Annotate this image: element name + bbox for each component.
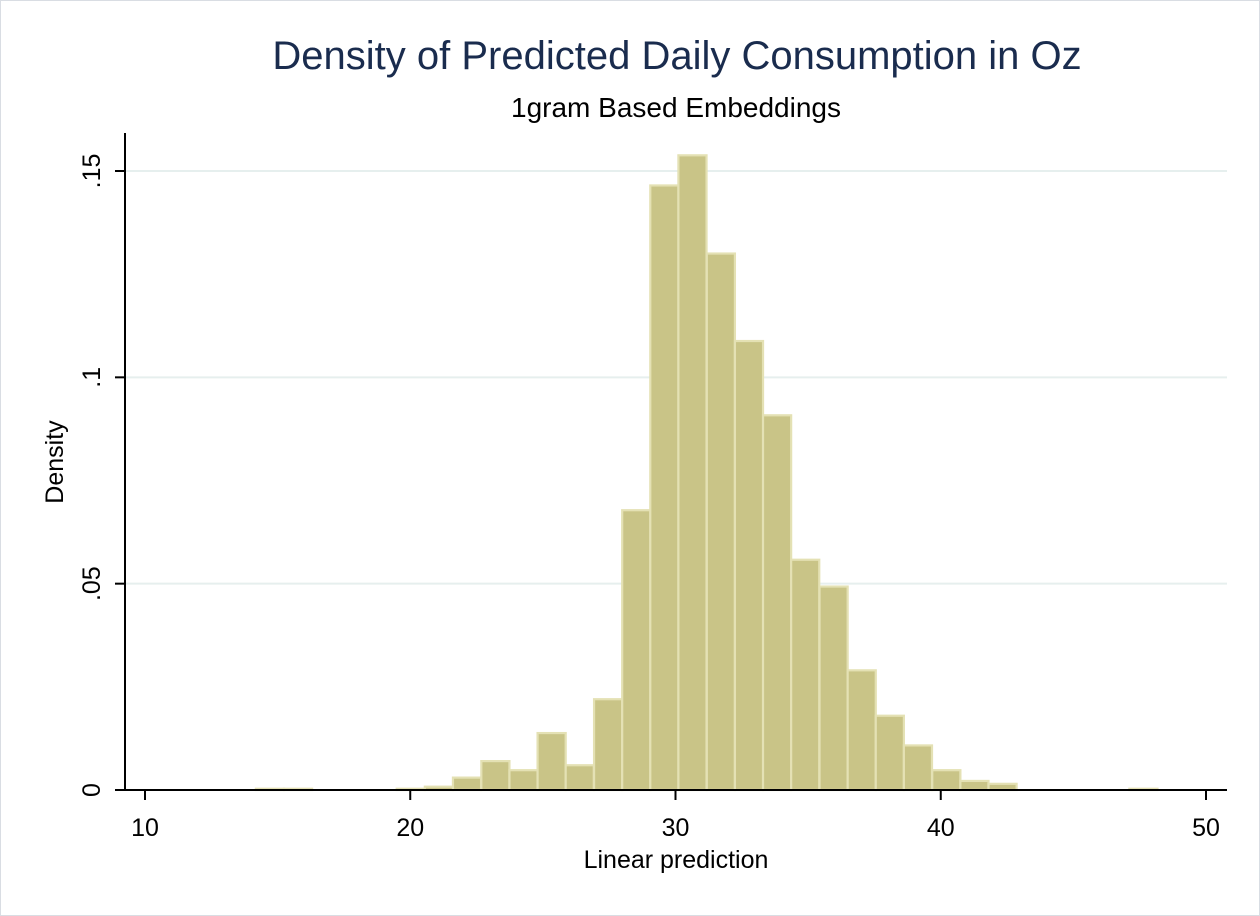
x-tick-label: 50 [1192, 814, 1220, 842]
x-tick-label: 40 [927, 814, 955, 842]
histogram-bar [931, 769, 962, 792]
histogram-bar [677, 154, 708, 792]
x-tick-label: 30 [662, 814, 690, 842]
y-tick-label: .05 [78, 566, 106, 601]
chart-title: Density of Predicted Daily Consumption i… [272, 34, 1082, 78]
y-axis-title: Density [41, 420, 69, 504]
axes: 10 20 30 40 50 0 .05 .1 .15 [78, 133, 1227, 842]
histogram-bar [959, 779, 990, 792]
histogram-bar [874, 714, 905, 792]
y-tick-label: 0 [78, 783, 106, 797]
histogram-bar [649, 184, 680, 792]
histogram-bar [592, 698, 624, 792]
histogram-bar [705, 252, 737, 792]
histogram-bar [508, 769, 539, 792]
histogram-bar [621, 509, 652, 792]
histogram-bar [480, 760, 511, 792]
chart-subtitle: 1gram Based Embeddings [511, 92, 841, 123]
y-tick-label: .1 [78, 367, 106, 388]
histogram-bar [846, 669, 877, 792]
histogram-bar [564, 764, 595, 792]
histogram-bar [818, 585, 849, 792]
histogram-bar [733, 339, 765, 792]
histogram-bar [790, 558, 821, 792]
histogram-bar [761, 414, 793, 792]
histogram-bar [451, 776, 483, 792]
y-tick-label: .15 [78, 154, 106, 189]
histogram-bar [536, 731, 567, 792]
x-tick-label: 10 [131, 814, 159, 842]
x-tick-label: 20 [396, 814, 424, 842]
histogram-bar [902, 744, 934, 792]
histogram-bars [254, 154, 1159, 792]
x-axis-title: Linear prediction [584, 846, 769, 874]
